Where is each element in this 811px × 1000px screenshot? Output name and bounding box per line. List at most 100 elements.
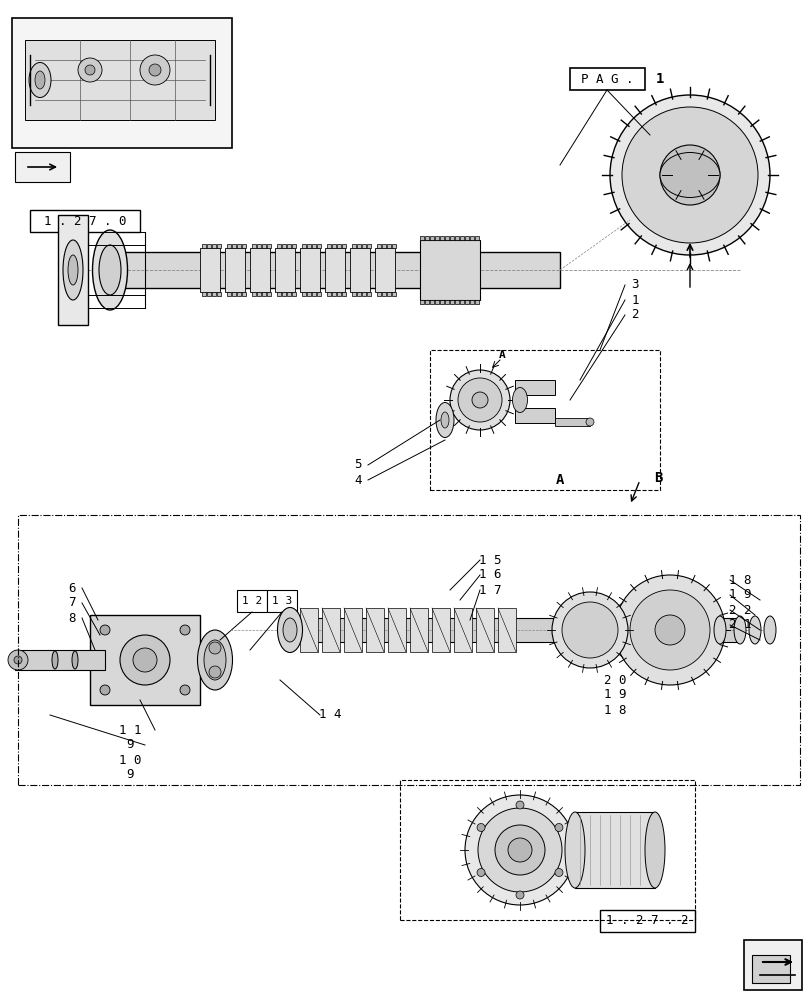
Ellipse shape xyxy=(644,812,664,888)
Bar xyxy=(12,18,232,148)
Bar xyxy=(262,244,266,248)
Bar xyxy=(275,248,294,292)
Text: 3: 3 xyxy=(630,278,638,292)
Ellipse shape xyxy=(208,666,221,678)
Bar xyxy=(286,244,290,248)
Text: A: A xyxy=(555,473,564,487)
Circle shape xyxy=(659,145,719,205)
Bar xyxy=(237,292,241,296)
Bar xyxy=(207,244,211,248)
Bar xyxy=(281,244,285,248)
Ellipse shape xyxy=(564,812,584,888)
Circle shape xyxy=(515,891,523,899)
Bar xyxy=(267,590,297,612)
Bar xyxy=(465,300,469,304)
Text: 4: 4 xyxy=(354,474,362,487)
Bar xyxy=(225,248,245,292)
Bar xyxy=(257,292,260,296)
Circle shape xyxy=(554,823,562,831)
Bar xyxy=(307,244,311,248)
Bar xyxy=(30,210,139,232)
Text: 1 9: 1 9 xyxy=(603,688,625,702)
Bar xyxy=(202,292,206,296)
Circle shape xyxy=(78,58,102,82)
Bar xyxy=(743,940,801,990)
Text: 1 7: 1 7 xyxy=(478,584,500,596)
Circle shape xyxy=(449,370,509,430)
Ellipse shape xyxy=(68,255,78,285)
Bar xyxy=(316,244,320,248)
Bar xyxy=(375,248,394,292)
Circle shape xyxy=(139,55,169,85)
Text: 1 5: 1 5 xyxy=(478,554,500,566)
Bar xyxy=(307,292,311,296)
Bar xyxy=(475,608,493,652)
Bar xyxy=(574,812,654,888)
Text: 5: 5 xyxy=(354,458,362,472)
Text: 6: 6 xyxy=(68,582,75,594)
Circle shape xyxy=(621,107,757,243)
Bar xyxy=(217,292,221,296)
Text: 1 6: 1 6 xyxy=(478,568,500,582)
Text: 1 4: 1 4 xyxy=(319,708,341,721)
Bar xyxy=(419,300,423,304)
Bar xyxy=(277,244,281,248)
Bar xyxy=(262,292,266,296)
Bar xyxy=(292,292,296,296)
Ellipse shape xyxy=(283,618,297,642)
Bar xyxy=(387,292,391,296)
Bar xyxy=(367,244,371,248)
Circle shape xyxy=(180,625,190,635)
Bar xyxy=(440,300,444,304)
Bar xyxy=(474,236,478,240)
Bar xyxy=(267,292,271,296)
Circle shape xyxy=(515,801,523,809)
Text: 1 1: 1 1 xyxy=(118,723,141,736)
Bar xyxy=(430,300,433,304)
Bar xyxy=(449,300,453,304)
Bar xyxy=(449,236,453,240)
Bar xyxy=(431,608,449,652)
Text: 1 9: 1 9 xyxy=(727,588,750,601)
Circle shape xyxy=(476,823,484,831)
Circle shape xyxy=(654,615,684,645)
Text: 7: 7 xyxy=(68,596,75,609)
Ellipse shape xyxy=(29,63,51,98)
Bar xyxy=(337,292,341,296)
Ellipse shape xyxy=(52,651,58,669)
Bar xyxy=(381,244,385,248)
Bar xyxy=(207,292,211,296)
Circle shape xyxy=(14,656,22,664)
Ellipse shape xyxy=(63,240,83,300)
Bar xyxy=(237,244,241,248)
Bar xyxy=(392,244,396,248)
Circle shape xyxy=(100,685,109,695)
Bar xyxy=(227,244,230,248)
Bar xyxy=(324,248,345,292)
Ellipse shape xyxy=(659,153,719,198)
Bar xyxy=(100,252,560,288)
Ellipse shape xyxy=(204,640,225,680)
Bar xyxy=(465,236,469,240)
Bar xyxy=(388,608,406,652)
Bar xyxy=(400,780,694,920)
Bar xyxy=(387,244,391,248)
Text: 1 8: 1 8 xyxy=(727,574,750,586)
Text: P A G .: P A G . xyxy=(580,73,633,86)
Bar xyxy=(435,300,439,304)
Bar xyxy=(460,236,463,240)
Bar xyxy=(232,292,236,296)
Bar xyxy=(444,300,448,304)
Text: 9: 9 xyxy=(126,738,134,752)
Circle shape xyxy=(133,648,157,672)
Bar xyxy=(554,418,590,426)
Bar xyxy=(419,240,479,300)
Ellipse shape xyxy=(99,245,121,295)
Circle shape xyxy=(465,795,574,905)
Bar xyxy=(751,955,789,983)
Bar xyxy=(227,292,230,296)
Text: 1 8: 1 8 xyxy=(603,704,625,716)
Circle shape xyxy=(674,160,704,190)
Bar xyxy=(341,244,345,248)
Bar xyxy=(257,244,260,248)
